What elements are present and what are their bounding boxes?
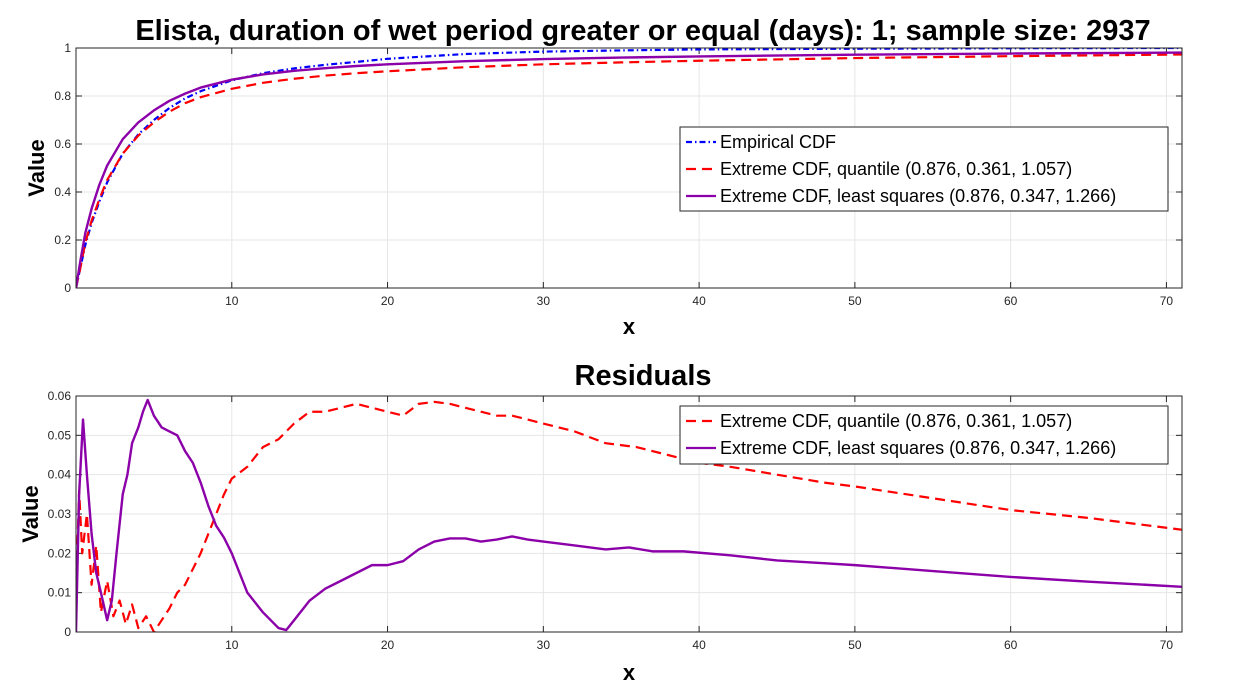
- x-tick-label: 30: [537, 294, 551, 308]
- chart-title: Residuals: [575, 360, 712, 392]
- series-line-1: [76, 400, 1182, 632]
- y-tick-label: 0.03: [48, 507, 72, 521]
- legend: Empirical CDF Extreme CDF, quantile (0.87…: [679, 126, 1169, 212]
- y-tick-label: 0.05: [48, 428, 72, 442]
- legend: Extreme CDF, quantile (0.876, 0.361, 1.0…: [679, 405, 1169, 465]
- y-tick-label: 0.04: [48, 468, 72, 482]
- x-tick-label: 70: [1160, 294, 1174, 308]
- x-tick-label: 50: [848, 638, 862, 652]
- x-tick-label: 10: [225, 638, 239, 652]
- cdf-chart: Elista, duration of wet period greater o…: [24, 15, 1183, 339]
- y-tick-label: 0: [64, 625, 71, 639]
- y-tick-label: 0: [64, 281, 71, 295]
- chart-title: Elista, duration of wet period greater o…: [135, 15, 1150, 47]
- legend-entry-1: Extreme CDF, quantile (0.876, 0.361, 1.0…: [720, 411, 1072, 431]
- series-line-2: [76, 53, 1182, 288]
- y-tick-label: 0.8: [54, 89, 71, 103]
- x-tick-label: 20: [381, 294, 395, 308]
- y-tick-label: 0.6: [54, 137, 71, 151]
- axes-frame: [75, 395, 1183, 633]
- legend-entry-2: Extreme CDF, quantile (0.876, 0.361, 1.0…: [720, 159, 1072, 179]
- x-tick-label: 20: [381, 638, 395, 652]
- x-tick-label: 40: [692, 294, 706, 308]
- axes-frame: [75, 47, 1183, 289]
- legend-box: [679, 405, 1169, 465]
- series-line-3: [76, 51, 1182, 288]
- x-tick-label: 40: [692, 638, 706, 652]
- x-tick-label: 60: [1004, 294, 1018, 308]
- legend-entry-2: Extreme CDF, least squares (0.876, 0.347…: [720, 438, 1116, 458]
- x-tick-label: 70: [1160, 638, 1174, 652]
- y-tick-label: 0.2: [54, 233, 71, 247]
- y-tick-label: 1: [64, 41, 71, 55]
- x-tick-label: 60: [1004, 638, 1018, 652]
- x-axis-label: x: [623, 314, 636, 339]
- y-tick-label: 0.02: [48, 546, 72, 560]
- x-tick-label: 30: [537, 638, 551, 652]
- series-line-2: [76, 398, 1182, 632]
- y-axis-label: Value: [24, 139, 49, 196]
- x-tick-label: 50: [848, 294, 862, 308]
- y-tick-label: 0.4: [54, 185, 71, 199]
- x-tick-label: 10: [225, 294, 239, 308]
- y-tick-label: 0.06: [48, 389, 72, 403]
- y-tick-label: 0.01: [48, 586, 72, 600]
- legend-box: [679, 126, 1169, 212]
- x-axis-label: x: [623, 660, 636, 685]
- y-axis-label: Value: [18, 485, 43, 542]
- legend-entry-3: Extreme CDF, least squares (0.876, 0.347…: [720, 186, 1116, 206]
- legend-entry-1: Empirical CDF: [720, 132, 836, 152]
- residuals-chart: Residuals 10 20 30 40 50 60 70 0 0.01 0.02 0.03 0.04…: [18, 360, 1183, 685]
